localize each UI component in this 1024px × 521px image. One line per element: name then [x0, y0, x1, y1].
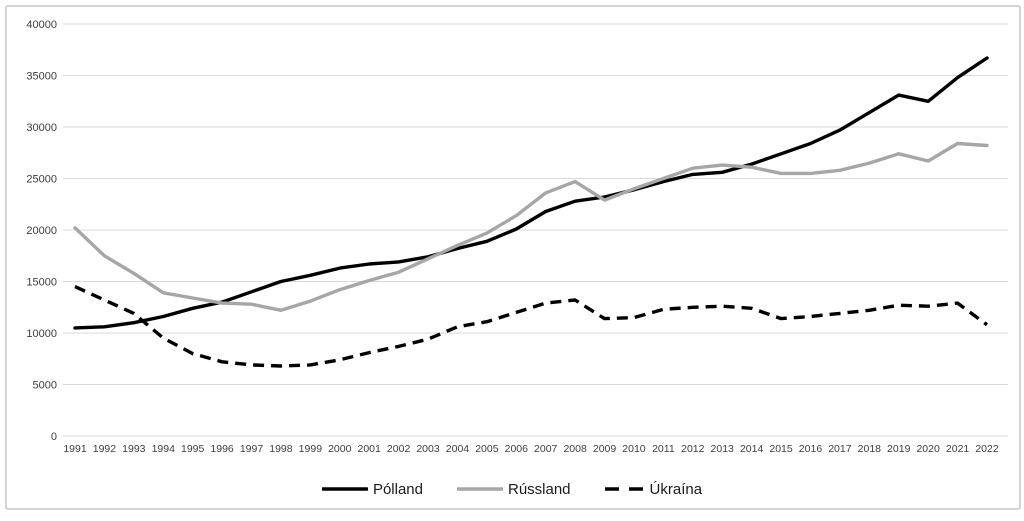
x-axis-tick-label: 2011 — [652, 443, 675, 455]
x-axis-tick-label: 2003 — [416, 443, 440, 455]
x-axis-tick-label: 2021 — [946, 443, 970, 455]
x-axis-tick-label: 2005 — [475, 443, 499, 455]
line-chart-plot-area: 0 5000 10000 15000 20000 25000 30000 35000 40000… — [26, 19, 1008, 455]
chart-frame-border — [5, 5, 1021, 510]
x-axis-tick-label: 1998 — [269, 443, 293, 455]
legend-item-ukraina: Úkraína — [604, 480, 703, 498]
series-line-0 — [73, 56, 989, 330]
legend-line-solid-gray-icon — [456, 487, 503, 491]
x-axis-tick-label: 2004 — [446, 443, 470, 455]
series-line-2 — [74, 285, 989, 368]
legend-item-polland: Pólland — [321, 480, 423, 498]
x-axis-tick-label: 2007 — [534, 443, 558, 455]
y-axis-tick-label: 10000 — [26, 328, 57, 340]
x-axis-tick-label: 1994 — [152, 443, 176, 455]
y-axis-tick-label: 5000 — [33, 380, 57, 392]
x-axis-tick-label: 2000 — [328, 443, 352, 455]
x-axis-tick-label: 2015 — [769, 443, 793, 455]
legend-label-ukraina: Úkraína — [649, 480, 703, 498]
x-axis-tick-label: 2012 — [681, 443, 705, 455]
series-line-1 — [73, 141, 989, 312]
x-axis-tick-label: 1997 — [240, 443, 264, 455]
x-axis-tick-label: 2017 — [828, 443, 852, 455]
x-axis-tick-label: 2010 — [622, 443, 646, 455]
legend-item-russland: Rússland — [456, 480, 571, 498]
x-axis-tick-label: 2006 — [505, 443, 529, 455]
x-axis-tick-label: 2014 — [740, 443, 764, 455]
x-axis-tick-label: 1993 — [122, 443, 146, 455]
x-axis-tick-label: 2020 — [916, 443, 940, 455]
x-axis-tick-label: 2001 — [358, 443, 382, 455]
legend-line-solid-black-icon — [321, 487, 368, 491]
y-axis-tick-label: 25000 — [26, 174, 57, 186]
x-axis-tick-label: 2019 — [887, 443, 911, 455]
x-axis-tick-label: 2009 — [593, 443, 617, 455]
x-axis-tick-label: 2008 — [563, 443, 587, 455]
x-axis-tick-label: 2002 — [387, 443, 411, 455]
x-axis-tick-label: 2016 — [799, 443, 823, 455]
x-axis-tick-label: 1992 — [93, 443, 117, 455]
legend-label-russland: Rússland — [507, 480, 571, 498]
y-axis-tick-label: 0 — [51, 431, 57, 443]
x-axis-tick-label: 1999 — [299, 443, 323, 455]
y-axis-tick-label: 40000 — [26, 19, 57, 31]
chart-legend: Pólland Rússland Úkraína — [0, 476, 1024, 502]
x-axis-tick-label: 1991 — [63, 443, 87, 455]
x-axis-tick-label: 2022 — [975, 443, 999, 455]
x-axis-tick-label: 1995 — [181, 443, 205, 455]
x-axis-tick-label: 2013 — [711, 443, 735, 455]
y-axis-tick-label: 35000 — [26, 71, 57, 83]
x-axis-tick-label: 1996 — [210, 443, 234, 455]
legend-label-polland: Pólland — [372, 480, 423, 498]
legend-line-dashed-black-icon — [604, 487, 645, 491]
y-axis-tick-label: 30000 — [26, 122, 57, 134]
y-axis-tick-label: 20000 — [26, 225, 57, 237]
y-axis-tick-label: 15000 — [26, 277, 57, 289]
x-axis-tick-label: 2018 — [858, 443, 882, 455]
